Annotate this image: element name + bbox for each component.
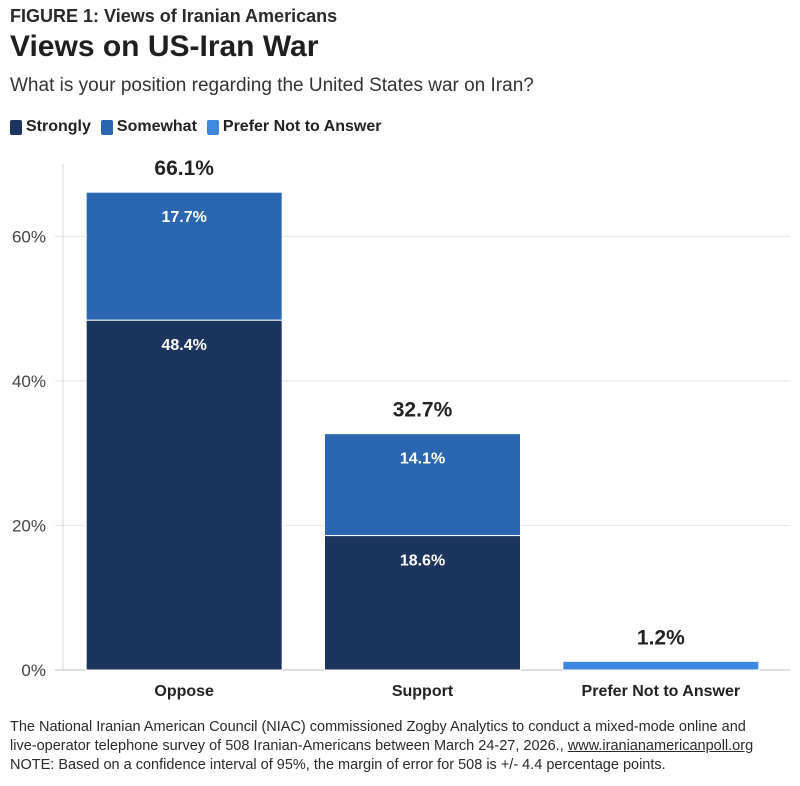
legend-label-somewhat: Somewhat [116, 118, 197, 135]
segment-data-label: 48.4% [161, 337, 206, 354]
footer-line-2-text: live-operator telephone survey of 508 Ir… [10, 738, 564, 754]
segment-data-label: 18.6% [400, 553, 445, 570]
total-data-label: 32.7% [393, 399, 453, 422]
y-tick-label: 40% [12, 372, 46, 391]
y-tick-label: 0% [21, 661, 46, 680]
legend-item-strongly: Strongly [10, 118, 91, 136]
total-data-label: 66.1% [154, 157, 214, 180]
legend-label-prefer-not: Prefer Not to Answer [222, 118, 382, 135]
footer-line-2: live-operator telephone survey of 508 Ir… [10, 737, 795, 756]
bar-strongly [324, 535, 521, 671]
x-tick-label: Oppose [154, 683, 214, 700]
chart-title: Views on US-Iran War [10, 30, 319, 63]
legend-item-prefer-not: Prefer Not to Answer [206, 118, 382, 136]
legend-item-somewhat: Somewhat [100, 118, 197, 136]
bar-chart: 0% 20% 40% 60% 48.4% 17.7% 66.1% Oppose 18.6% 14.… [12, 157, 790, 700]
bar-somewhat [324, 433, 521, 537]
legend-swatch-somewhat [100, 119, 113, 135]
segment-data-label: 17.7% [161, 209, 206, 226]
bar-somewhat [85, 191, 283, 321]
y-tick-label: 20% [12, 516, 46, 535]
x-tick-label: Prefer Not to Answer [582, 683, 741, 700]
chart-legend: Strongly Somewhat Prefer Not to Answer [10, 118, 381, 136]
segment-data-label: 14.1% [400, 451, 445, 468]
y-tick-label: 60% [12, 227, 46, 246]
footer-line-3: NOTE: Based on a confidence interval of … [10, 757, 666, 773]
legend-swatch-strongly [10, 119, 22, 135]
legend-label-strongly: Strongly [26, 118, 91, 135]
footer-note: The National Iranian American Council (N… [10, 718, 795, 775]
x-tick-label: Support [392, 683, 454, 700]
figure-label: FIGURE 1: Views of Iranian Americans [10, 6, 338, 26]
bar-prefer-not-to-answer [562, 660, 760, 671]
survey-link[interactable]: www.iranianamericanpoll.org [567, 738, 754, 754]
bar-strongly [85, 319, 283, 671]
chart-subtitle: What is your position regarding the Unit… [10, 75, 534, 96]
total-data-label: 1.2% [637, 626, 685, 649]
footer-line-1: The National Iranian American Council (N… [10, 719, 746, 735]
legend-swatch-prefer-not [206, 119, 219, 135]
